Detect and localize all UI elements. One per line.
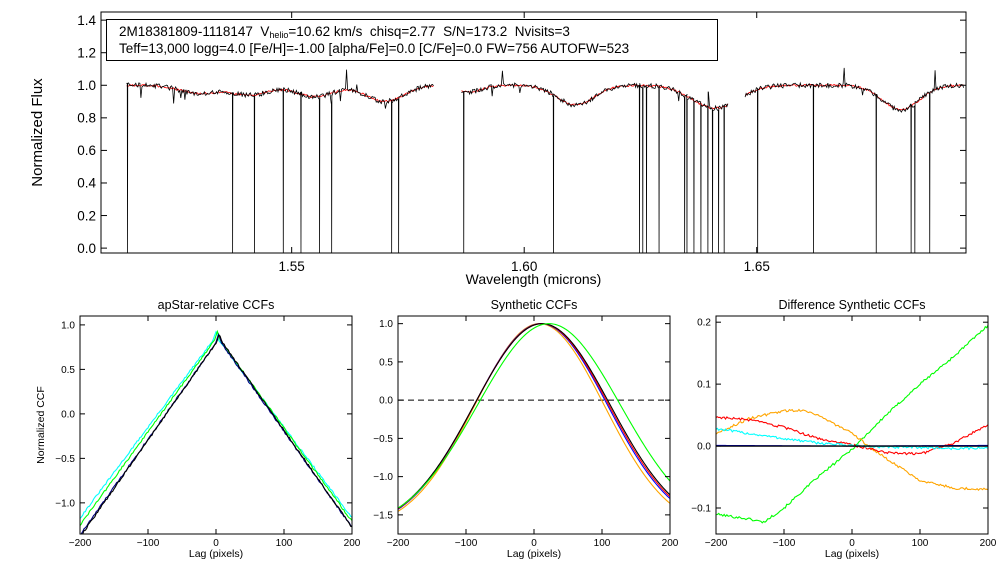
x-tick-label: 0	[849, 538, 855, 549]
y-tick-label: −0.5	[373, 434, 393, 445]
synthetic-ccf-panel: −200 −100 0 100 200 −1.5 −1.0 −0.5 0.0 0.5 1.0 Synt…	[373, 298, 679, 560]
x-tick-label: −100	[137, 538, 160, 549]
chisq-value: chisq=2.77	[369, 24, 436, 39]
y-tick-label: 0.0	[61, 409, 75, 420]
x-tick-label: 0	[213, 538, 219, 549]
synthetic-ccf-line-red	[398, 323, 670, 510]
y-tick-label: −1.0	[55, 498, 75, 509]
spectrum-info-box: 2M18381809-1118147 Vhelio=10.62 km/s chi…	[106, 19, 718, 61]
x-tick-label: −200	[387, 538, 410, 549]
x-tick-label: −100	[455, 538, 478, 549]
observed-spectrum-line	[126, 69, 434, 253]
info-line-1: 2M18381809-1118147 Vhelio=10.62 km/s chi…	[119, 23, 717, 40]
x-tick-label: 200	[980, 538, 997, 549]
synthetic-ccf-line-black	[398, 323, 670, 509]
y-tick-label: 1.4	[77, 13, 96, 28]
x-tick-label: −200	[69, 538, 92, 549]
observed-spectrum-line	[461, 70, 729, 253]
ccf-line-visit-2	[80, 329, 352, 527]
chart-title: Synthetic CCFs	[491, 298, 578, 312]
spectrum-panel: 1.55 1.60 1.65 0.0 0.2 0.4 0.6 0.8 1.0 1.2 1.4 Wave…	[29, 11, 967, 287]
apstar-ccf-panel: −200 −100 0 100 200 −1.0 −0.5 0.0 0.5 1.0 apStar-r…	[35, 298, 361, 560]
x-tick-label: 1.60	[511, 259, 537, 274]
x-tick-label: 200	[344, 538, 361, 549]
y-tick-label: 0.0	[379, 396, 393, 407]
y-tick-label: 0.0	[697, 442, 711, 453]
difference-line-green	[716, 324, 988, 524]
y-tick-label: 0.5	[61, 365, 75, 376]
y-tick-label: −1.5	[373, 510, 393, 521]
synthetic-ccf-line-green	[398, 323, 670, 509]
x-tick-label: 100	[276, 538, 293, 549]
y-tick-label: 0.2	[77, 208, 96, 223]
vhelio-value: =10.62 km/s	[288, 24, 363, 39]
model-spectrum-line	[461, 84, 729, 109]
snr-value: S/N=173.2	[443, 24, 508, 39]
vhelio-prefix: V	[260, 24, 270, 39]
y-tick-label: 0.1	[697, 380, 711, 391]
synthetic-ccf-line-orange	[398, 323, 670, 512]
y-tick-label: 0.2	[697, 318, 711, 329]
y-tick-label: 0.8	[77, 111, 96, 126]
x-tick-label: −200	[705, 538, 728, 549]
x-axis-label: Wavelength (microns)	[466, 271, 602, 287]
x-axis-label: Lag (pixels)	[189, 548, 243, 560]
plot-frame	[79, 315, 353, 535]
observed-spectrum-line	[744, 67, 965, 253]
y-axis-label: Normalized Flux	[29, 78, 46, 187]
x-tick-label: −100	[773, 538, 796, 549]
x-tick-label: 0	[531, 538, 537, 549]
vhelio-subscript: helio	[269, 30, 289, 40]
y-tick-label: −0.1	[691, 503, 711, 514]
plot-frame	[715, 315, 989, 535]
ccf-line-combined	[81, 334, 352, 534]
difference-ccf-panel: −200 −100 0 100 200 −0.1 0.0 0.1 0.2 Difference S…	[691, 298, 997, 560]
ccf-line-visit-3	[80, 333, 352, 534]
nvisits-value: Nvisits=3	[514, 24, 570, 39]
y-tick-label: −1.0	[373, 472, 393, 483]
y-tick-label: 1.0	[77, 78, 96, 93]
chart-title: apStar-relative CCFs	[158, 298, 275, 312]
y-tick-label: 1.0	[61, 320, 75, 331]
y-tick-label: 0.4	[77, 176, 96, 191]
x-axis-label: Lag (pixels)	[825, 548, 879, 560]
y-tick-label: −0.5	[55, 454, 75, 465]
ccf-line-visit-1	[80, 330, 352, 519]
info-line-2: Teff=13,000 logg=4.0 [Fe/H]=-1.00 [alpha…	[119, 41, 630, 56]
difference-line-cyan	[716, 427, 988, 451]
y-axis-label: Normalized CCF	[35, 386, 47, 464]
star-id: 2M18381809-1118147	[119, 24, 253, 39]
y-tick-label: 0.0	[77, 241, 96, 256]
x-tick-label: 100	[594, 538, 611, 549]
y-tick-label: 0.5	[379, 357, 393, 368]
x-tick-label: 200	[662, 538, 679, 549]
y-tick-label: 0.6	[77, 143, 96, 158]
plot-frame	[100, 11, 967, 254]
x-tick-label: 1.55	[279, 259, 305, 274]
y-tick-label: 1.0	[379, 319, 393, 330]
x-tick-label: 1.65	[744, 259, 770, 274]
x-axis-label: Lag (pixels)	[507, 548, 561, 560]
x-tick-label: 100	[912, 538, 929, 549]
chart-title: Difference Synthetic CCFs	[778, 298, 925, 312]
plot-frame	[397, 315, 671, 535]
synthetic-ccf-line-blue	[398, 323, 670, 510]
y-tick-label: 1.2	[77, 45, 96, 60]
difference-line-orange	[716, 408, 988, 492]
